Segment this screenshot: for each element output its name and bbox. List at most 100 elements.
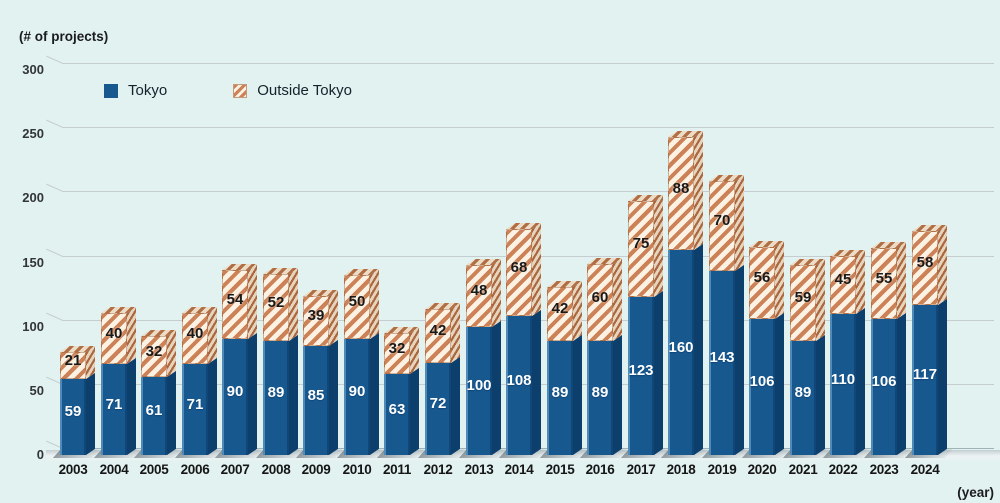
year-label-2013: 2013 xyxy=(464,462,494,477)
outside-segment-top-2020 xyxy=(749,241,784,247)
tokyo-value-2017: 123 xyxy=(628,362,654,379)
tokyo-value-2019: 143 xyxy=(709,349,735,366)
outside-value-2014: 68 xyxy=(510,259,528,276)
outside-value-2018: 88 xyxy=(672,180,690,197)
tokyo-segment-2019 xyxy=(709,271,735,455)
outside-segment-2006 xyxy=(182,313,208,364)
tokyo-value-2006: 71 xyxy=(186,396,204,413)
outside-value-2019: 70 xyxy=(713,212,731,229)
tokyo-segment-2004 xyxy=(101,364,127,455)
outside-value-2012: 42 xyxy=(429,322,447,339)
outside-segment-2011 xyxy=(384,333,410,374)
gridline-200 xyxy=(62,191,994,192)
outside-segment-2018 xyxy=(668,137,694,250)
outside-segment-2023 xyxy=(871,248,897,319)
outside-segment-2010 xyxy=(344,275,370,339)
outside-segment-top-2024 xyxy=(912,225,947,231)
outside-value-2017: 75 xyxy=(632,235,650,252)
tokyo-segment-2009 xyxy=(303,346,329,455)
tokyo-value-2014: 108 xyxy=(506,372,532,389)
outside-value-2010: 50 xyxy=(348,293,366,310)
year-label-2016: 2016 xyxy=(585,462,615,477)
tokyo-value-2012: 72 xyxy=(429,395,447,412)
tokyo-segment-2024 xyxy=(912,305,938,455)
year-label-2010: 2010 xyxy=(342,462,372,477)
tokyo-value-2007: 90 xyxy=(226,383,244,400)
x-axis-unit-label: (year) xyxy=(957,485,994,500)
tokyo-segment-2003 xyxy=(60,379,86,455)
y-tick-50: 50 xyxy=(29,383,44,398)
y-tick-250: 250 xyxy=(22,126,44,141)
gridline-lead-250 xyxy=(46,119,63,128)
tokyo-segment-2012 xyxy=(425,363,451,455)
year-label-2018: 2018 xyxy=(666,462,696,477)
outside-segment-top-2011 xyxy=(384,327,419,333)
outside-segment-2003 xyxy=(60,352,86,379)
outside-segment-top-2012 xyxy=(425,303,460,309)
outside-segment-2009 xyxy=(303,296,329,346)
year-label-2022: 2022 xyxy=(828,462,858,477)
tokyo-segment-2021 xyxy=(790,341,816,455)
year-label-2024: 2024 xyxy=(910,462,940,477)
year-label-2019: 2019 xyxy=(707,462,737,477)
outside-value-2004: 40 xyxy=(105,325,123,342)
outside-segment-2007 xyxy=(222,270,248,339)
outside-value-2015: 42 xyxy=(551,300,569,317)
legend: Tokyo Outside Tokyo xyxy=(104,82,352,99)
year-label-2017: 2017 xyxy=(626,462,656,477)
year-label-2007: 2007 xyxy=(220,462,250,477)
tokyo-value-2022: 110 xyxy=(830,371,856,388)
tokyo-segment-2015 xyxy=(547,341,573,455)
outside-segment-top-2021 xyxy=(790,259,825,265)
tokyo-value-2009: 85 xyxy=(307,387,325,404)
outside-segment-top-2005 xyxy=(141,330,176,336)
tokyo-value-2015: 89 xyxy=(551,384,569,401)
tokyo-value-2011: 63 xyxy=(388,401,406,418)
outside-segment-top-2007 xyxy=(222,264,257,270)
outside-segment-2020 xyxy=(749,247,775,319)
tokyo-value-2021: 89 xyxy=(794,384,812,401)
outside-segment-2024 xyxy=(912,231,938,305)
outside-segment-top-2003 xyxy=(60,346,95,352)
tokyo-legend-label: Tokyo xyxy=(128,82,168,99)
outside-value-2009: 39 xyxy=(307,307,325,324)
outside-value-2005: 32 xyxy=(145,343,163,360)
outside-segment-top-2017 xyxy=(628,195,663,201)
gridline-lead-200 xyxy=(46,183,63,192)
tokyo-segment-2006 xyxy=(182,364,208,455)
year-label-2023: 2023 xyxy=(869,462,899,477)
outside-segment-2004 xyxy=(101,313,127,364)
outside-segment-top-2015 xyxy=(547,281,582,287)
outside-value-2008: 52 xyxy=(267,294,285,311)
outside-segment-2019 xyxy=(709,181,735,271)
tokyo-value-2008: 89 xyxy=(267,384,285,401)
outside-segment-top-2013 xyxy=(466,259,501,265)
y-tick-150: 150 xyxy=(22,255,44,270)
tokyo-value-2023: 106 xyxy=(871,373,897,390)
tokyo-segment-2010 xyxy=(344,339,370,455)
outside-value-2007: 54 xyxy=(226,291,244,308)
outside-segment-2021 xyxy=(790,265,816,341)
y-tick-100: 100 xyxy=(22,319,44,334)
outside-segment-top-2004 xyxy=(101,307,136,313)
year-label-2011: 2011 xyxy=(382,462,412,477)
outside-value-2023: 55 xyxy=(875,270,893,287)
tokyo-value-2004: 71 xyxy=(105,396,123,413)
tokyo-legend-swatch xyxy=(104,83,118,98)
tokyo-segment-2007 xyxy=(222,339,248,455)
year-label-2021: 2021 xyxy=(788,462,818,477)
year-label-2020: 2020 xyxy=(747,462,777,477)
tokyo-segment-2017 xyxy=(628,297,654,455)
y-tick-300: 300 xyxy=(22,62,44,77)
outside-value-2022: 45 xyxy=(834,271,852,288)
outside-value-2013: 48 xyxy=(470,282,488,299)
y-tick-200: 200 xyxy=(22,190,44,205)
outside-value-2016: 60 xyxy=(591,289,609,306)
outside-segment-2013 xyxy=(466,265,492,327)
outside-value-2003: 21 xyxy=(64,352,82,369)
tokyo-segment-2013 xyxy=(466,327,492,455)
tokyo-segment-2016 xyxy=(587,341,613,455)
year-label-2005: 2005 xyxy=(139,462,169,477)
year-label-2006: 2006 xyxy=(180,462,210,477)
tokyo-segment-2014 xyxy=(506,316,532,455)
